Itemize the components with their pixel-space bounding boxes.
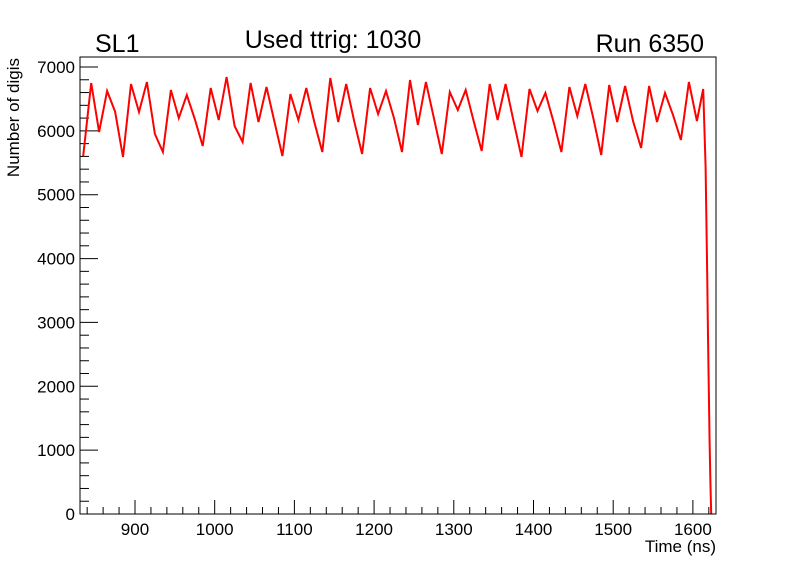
y-tick-label: 4000 <box>37 250 75 269</box>
y-tick-label: 1000 <box>37 441 75 460</box>
y-tick-label: 5000 <box>37 186 75 205</box>
x-tick-label: 1400 <box>515 520 553 539</box>
x-tick-label: 1200 <box>355 520 393 539</box>
x-axis-label: Time (ns) <box>645 537 716 556</box>
y-axis-label: Number of digis <box>4 58 23 177</box>
series-line-digis <box>82 76 713 515</box>
axes: 900 1000 1100 1200 1300 1400 1500 1600 0 1000 2000… <box>37 58 712 539</box>
x-tick-label: 1000 <box>196 520 234 539</box>
y-tick-label: 0 <box>66 505 75 524</box>
y-tick-label: 3000 <box>37 313 75 332</box>
x-tick-label: 1100 <box>276 520 313 539</box>
y-tick-label: 2000 <box>37 377 75 396</box>
x-tick-label: 1500 <box>594 520 632 539</box>
run-label: Run 6350 <box>596 30 704 58</box>
chart-title: Used ttrig: 1030 <box>245 26 422 54</box>
superlayer-label: SL1 <box>95 30 139 58</box>
plot-frame <box>79 56 717 515</box>
y-tick-label: 6000 <box>37 122 75 141</box>
y-tick-label: 7000 <box>37 58 75 77</box>
x-tick-label: 1600 <box>674 520 712 539</box>
x-tick-label: 1300 <box>435 520 473 539</box>
x-tick-label: 900 <box>121 520 149 539</box>
